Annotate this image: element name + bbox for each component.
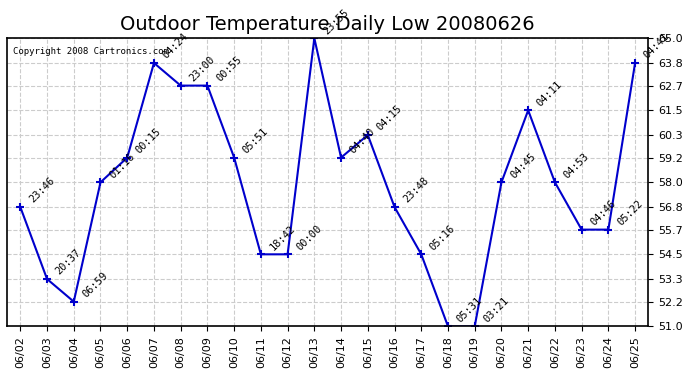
- Text: 05:31: 05:31: [455, 295, 484, 324]
- Text: 04:53: 04:53: [562, 151, 591, 180]
- Text: 23:55: 23:55: [322, 7, 351, 36]
- Text: 04:11: 04:11: [535, 79, 564, 108]
- Text: 20:37: 20:37: [54, 248, 83, 277]
- Text: 23:00: 23:00: [188, 54, 217, 83]
- Text: 18:42: 18:42: [268, 223, 297, 252]
- Text: 04:40: 04:40: [348, 126, 377, 156]
- Text: Copyright 2008 Cartronics.com: Copyright 2008 Cartronics.com: [13, 47, 169, 56]
- Text: 04:45: 04:45: [509, 151, 538, 180]
- Text: 05:22: 05:22: [615, 198, 644, 228]
- Text: 00:55: 00:55: [215, 54, 244, 83]
- Text: 04:24: 04:24: [161, 32, 190, 61]
- Text: 00:00: 00:00: [295, 223, 324, 252]
- Text: 00:15: 00:15: [134, 126, 164, 156]
- Text: 03:21: 03:21: [482, 295, 511, 324]
- Text: 04:41: 04:41: [642, 32, 671, 61]
- Text: 05:16: 05:16: [428, 223, 457, 252]
- Text: 04:15: 04:15: [375, 104, 404, 133]
- Text: 04:46: 04:46: [589, 198, 618, 228]
- Text: 05:51: 05:51: [241, 126, 270, 156]
- Text: 23:48: 23:48: [402, 176, 431, 205]
- Text: 06:59: 06:59: [81, 270, 110, 300]
- Text: 01:16: 01:16: [108, 151, 137, 180]
- Text: 23:46: 23:46: [27, 176, 57, 205]
- Title: Outdoor Temperature Daily Low 20080626: Outdoor Temperature Daily Low 20080626: [120, 15, 535, 34]
